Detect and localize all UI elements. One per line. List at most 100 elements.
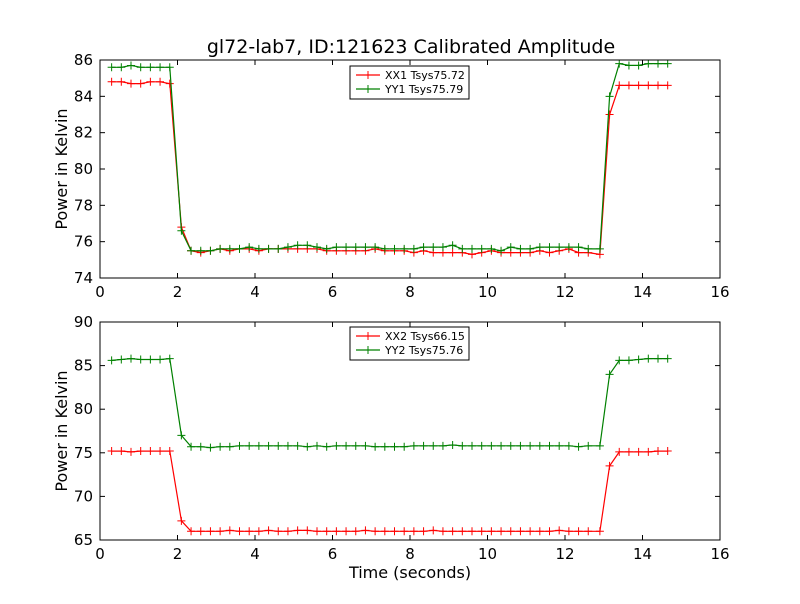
data-point	[624, 356, 633, 365]
data-point	[206, 527, 215, 536]
data-point	[535, 441, 544, 450]
data-point	[146, 77, 155, 86]
data-point	[136, 447, 145, 456]
data-point	[458, 527, 467, 536]
plot-panel-2: 0 2 4 6 8 10 12 14 16 65 70 75 80 85 90 Power in Kelvin…	[52, 313, 730, 582]
data-point	[438, 243, 447, 252]
x-tick-label: 2	[173, 283, 183, 301]
data-point	[342, 441, 351, 450]
data-point	[624, 81, 633, 90]
data-point	[117, 447, 126, 456]
legend-entry: XX1 Tsys75.72	[385, 69, 465, 82]
y-tick-label: 76	[74, 233, 93, 251]
data-point	[342, 243, 351, 252]
data-point	[361, 243, 370, 252]
data-point	[506, 527, 515, 536]
data-point	[419, 527, 428, 536]
data-point	[322, 527, 331, 536]
data-point	[419, 441, 428, 450]
y-tick-label: 75	[74, 444, 93, 462]
data-point	[595, 244, 604, 253]
data-point	[595, 441, 604, 450]
data-point	[216, 527, 225, 536]
data-point	[644, 354, 653, 363]
data-point	[196, 527, 205, 536]
data-point	[136, 79, 145, 88]
data-point	[564, 243, 573, 252]
data-point	[429, 526, 438, 535]
data-point	[654, 81, 662, 90]
data-point	[468, 527, 476, 536]
legend-marker	[364, 346, 372, 354]
data-point	[380, 442, 389, 451]
data-point	[274, 441, 283, 450]
y-tick-label: 85	[74, 357, 93, 375]
data-point	[127, 79, 135, 88]
y-tick-label: 74	[74, 269, 93, 287]
data-point	[663, 81, 672, 90]
series-line-1-1	[111, 81, 668, 256]
legend-entry: YY2 Tsys75.76	[384, 344, 463, 357]
data-point	[235, 441, 244, 450]
data-point	[663, 59, 672, 68]
data-point	[216, 442, 225, 451]
data-point	[448, 248, 457, 257]
data-point	[117, 63, 126, 72]
data-point	[584, 441, 593, 450]
data-point	[605, 461, 614, 470]
data-point	[274, 244, 283, 253]
data-point	[127, 354, 135, 363]
data-point	[526, 441, 535, 450]
data-point	[400, 244, 409, 253]
data-point	[564, 527, 573, 536]
data-point	[283, 441, 292, 450]
x-tick-label: 14	[633, 545, 652, 563]
data-point	[107, 356, 116, 365]
data-point	[303, 241, 312, 250]
data-point	[206, 443, 215, 452]
data-point	[225, 526, 234, 535]
chart-title: gl72-lab7, ID:121623 Calibrated Amplitud…	[207, 36, 615, 58]
data-point	[526, 527, 535, 536]
data-point	[156, 447, 165, 456]
data-point	[634, 61, 643, 70]
data-point	[574, 527, 583, 536]
data-point	[535, 243, 544, 252]
legend-entry: XX2 Tsys66.15	[385, 330, 465, 343]
series-line-1-2	[111, 62, 668, 252]
data-point	[332, 243, 341, 252]
x-tick-label: 4	[250, 283, 260, 301]
data-point	[584, 527, 593, 536]
x-tick-label: 8	[405, 545, 415, 563]
data-point	[555, 243, 564, 252]
data-point	[644, 447, 653, 456]
data-point	[380, 244, 389, 253]
data-point	[293, 241, 302, 250]
data-point	[107, 77, 116, 86]
data-point	[448, 440, 457, 449]
data-point	[165, 354, 174, 363]
x-tick-label: 16	[710, 283, 729, 301]
data-point	[196, 246, 205, 255]
data-point	[400, 527, 409, 536]
data-point	[254, 527, 263, 536]
data-point	[634, 355, 643, 364]
data-point	[663, 354, 672, 363]
data-point	[497, 527, 506, 536]
data-point	[487, 441, 496, 450]
data-point	[245, 441, 254, 450]
data-point	[332, 441, 341, 450]
data-point	[264, 526, 273, 535]
data-point	[313, 527, 321, 536]
data-point	[380, 527, 389, 536]
y-tick-label: 80	[74, 400, 93, 418]
data-point	[274, 527, 283, 536]
data-point	[458, 441, 467, 450]
data-point	[351, 243, 360, 252]
data-point	[477, 527, 486, 536]
data-point	[361, 526, 370, 535]
x-tick-label: 16	[710, 545, 729, 563]
y-tick-label: 84	[74, 87, 93, 105]
